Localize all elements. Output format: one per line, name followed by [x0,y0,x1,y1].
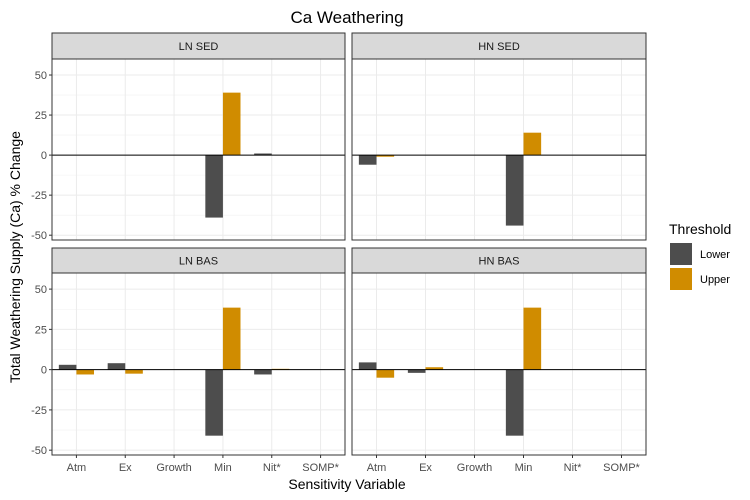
bar-lower [505,155,524,226]
x-tick-label: Growth [457,462,492,474]
panel-background [352,59,646,240]
strip-background [51,247,346,274]
panel-background [52,59,345,240]
strip-background [351,32,647,60]
strip-label: LN BAS [179,256,218,268]
bar-lower [254,153,272,156]
bar-upper [376,155,395,157]
bar-upper [222,92,241,156]
y-tick-label: 25 [35,324,47,336]
legend-key-lower [670,243,692,265]
legend-title: Threshold [669,221,731,237]
x-tick-label: Atm [67,462,87,474]
legend: Threshold Lower Upper [669,221,731,290]
y-tick-label: -25 [31,405,47,417]
x-tick-label: SOMP* [603,462,640,474]
y-tick-label: 50 [35,284,47,296]
bar-lower [107,363,126,370]
bar-lower [358,362,377,370]
facet-panel: HN SED [351,32,647,241]
bar-lower [205,155,223,218]
x-tick-label: Nit* [263,462,281,474]
panel-border [351,272,647,456]
y-tick-label: -50 [31,230,47,242]
y-tick-label: 0 [41,365,47,377]
y-tick-label: 50 [35,70,47,82]
strip-label: HN SED [478,41,520,53]
x-tick-label: Ex [119,462,132,474]
strip-label: HN BAS [479,256,520,268]
legend-label: Lower [700,249,730,261]
y-tick-label: 0 [41,150,47,162]
bar-upper [376,369,395,378]
y-tick-label: 25 [35,110,47,122]
panel-background [352,273,646,455]
panel-border [351,58,647,241]
bar-upper [125,369,143,374]
bar-lower [58,364,77,370]
panel-border [51,58,346,241]
facet-panel: LN SED 50 25 0 -25 -50 [31,32,346,242]
facet-panel: LN BAS 50 25 0 -25 -50 Atm Ex Growth Min Nit* SOMP* [31,247,346,474]
panel-background [52,273,345,455]
x-tick-label: Growth [156,462,191,474]
y-axis-title: Total Weathering Supply (Ca) % Change [7,131,23,383]
strip-background [351,247,647,274]
x-tick-label: SOMP* [302,462,339,474]
bar-upper [222,307,241,370]
bar-upper [523,307,542,370]
chart-title: Ca Weathering [290,8,403,27]
x-tick-label: Atm [367,462,387,474]
bar-upper [523,132,542,156]
strip-background [51,32,346,60]
y-tick-label: -25 [31,190,47,202]
legend-label: Upper [700,274,730,286]
legend-key-upper [670,268,692,290]
x-tick-label: Nit* [564,462,582,474]
x-tick-label: Ex [419,462,432,474]
x-tick-label: Min [515,462,533,474]
x-axis-title: Sensitivity Variable [288,476,405,492]
bar-lower [358,155,377,165]
x-tick-label: Min [214,462,232,474]
facet-panel: HN BAS Atm Ex Growth Min Nit* SOMP* [351,247,647,474]
bar-upper [425,367,444,370]
facet-panels: LN SED 50 25 0 -25 -50 HN SED LN BAS 50 25 0 -25 -50… [31,32,647,474]
bar-upper [76,369,94,375]
strip-label: LN SED [179,41,219,53]
y-tick-label: -50 [31,445,47,457]
panel-border [51,272,346,456]
bar-lower [205,369,223,436]
bar-lower [254,369,272,375]
bar-lower [407,369,426,373]
bar-lower [505,369,524,436]
